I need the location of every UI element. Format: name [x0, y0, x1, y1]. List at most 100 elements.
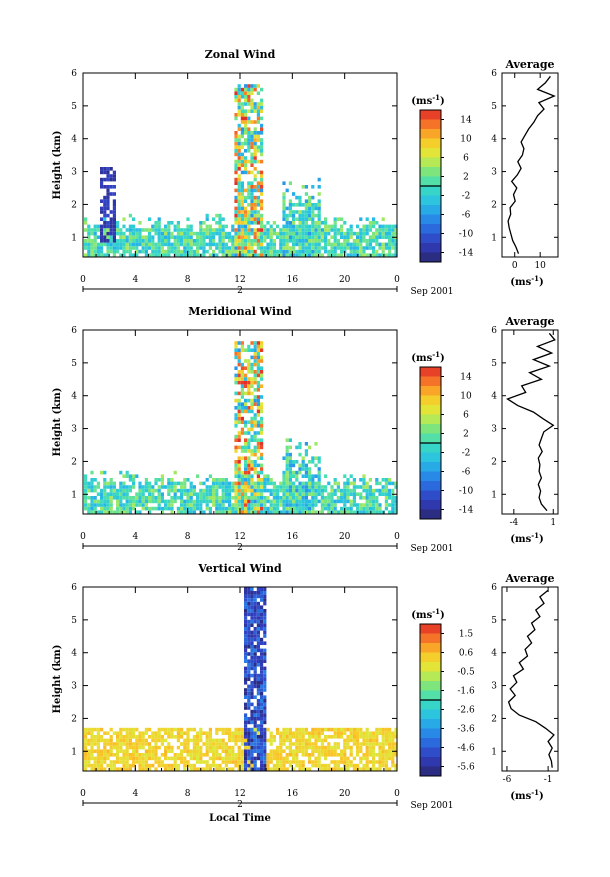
heatmap-cell — [362, 738, 366, 743]
heatmap-cell — [250, 246, 254, 250]
heatmap-cell — [244, 598, 248, 602]
heatmap-cell — [122, 742, 126, 746]
heatmap-cell — [295, 224, 299, 229]
heatmap-cell — [228, 485, 232, 489]
heatmap-cell — [151, 488, 155, 493]
heatmap-cell — [346, 485, 350, 489]
heatmap-cell — [199, 221, 203, 225]
heatmap-cell — [260, 341, 264, 345]
heatmap-cell — [282, 206, 286, 211]
heatmap-cell — [109, 210, 113, 214]
x-tick-label: 16 — [287, 532, 299, 542]
heatmap-cell — [282, 510, 286, 514]
y-tick-label: 6 — [71, 69, 77, 79]
heatmap-cell — [253, 185, 257, 189]
heatmap-cell — [103, 203, 107, 207]
heatmap-cell — [253, 452, 257, 457]
heatmap-cell — [263, 709, 267, 714]
heatmap-cell — [157, 235, 161, 239]
heatmap-cell — [154, 481, 158, 486]
heatmap-cell — [263, 619, 267, 624]
heatmap-cell — [122, 496, 126, 500]
heatmap-cell — [224, 756, 228, 761]
heatmap-cell — [237, 348, 241, 352]
heatmap-cell — [250, 503, 254, 507]
heatmap-cell — [391, 763, 395, 768]
heatmap-cell — [250, 341, 254, 345]
heatmap-cell — [295, 496, 299, 500]
heatmap-cell — [266, 760, 270, 764]
heatmap-cell — [189, 242, 193, 247]
heatmap-cell — [304, 506, 308, 511]
heatmap-cell — [205, 492, 209, 496]
heatmap-cell — [228, 745, 232, 750]
heatmap-cell — [256, 442, 260, 446]
heatmap-cell — [263, 235, 267, 239]
heatmap-cell — [314, 735, 318, 739]
heatmap-cell — [247, 663, 251, 667]
heatmap-cell — [237, 756, 241, 761]
heatmap-cell — [285, 510, 289, 514]
heatmap-cell — [100, 488, 104, 493]
heatmap-cell — [301, 763, 305, 768]
heatmap-cell — [260, 695, 264, 699]
heatmap-cell — [260, 699, 264, 703]
heatmap-cell — [352, 496, 356, 500]
heatmap-cell — [324, 474, 328, 478]
heatmap-cell — [279, 510, 283, 514]
heatmap-cell — [327, 492, 331, 496]
heatmap-cell — [208, 727, 212, 732]
heatmap-cell — [244, 438, 248, 442]
heatmap-cell — [285, 467, 289, 471]
heatmap-cell — [247, 503, 251, 507]
heatmap-cell — [196, 503, 200, 507]
heatmap-cell — [250, 594, 254, 599]
heatmap-cell — [250, 159, 254, 164]
heatmap-cell — [359, 492, 363, 496]
heatmap-cell — [295, 760, 299, 764]
heatmap-cell — [237, 506, 241, 511]
heatmap-cell — [298, 767, 302, 771]
heatmap-cell — [250, 648, 254, 653]
heatmap-cell — [135, 503, 139, 507]
heatmap-cell — [394, 745, 398, 750]
heatmap-cell — [244, 424, 248, 428]
heatmap-cell — [234, 242, 238, 247]
heatmap-cell — [317, 192, 321, 196]
heatmap-cell — [112, 177, 116, 182]
heatmap-cell — [240, 749, 244, 753]
heatmap-cell — [170, 478, 174, 482]
heatmap-cell — [372, 745, 376, 750]
heatmap-cell — [208, 246, 212, 250]
heatmap-cell — [298, 224, 302, 229]
heatmap-cell — [132, 478, 136, 482]
heatmap-cell — [378, 506, 382, 511]
heatmap-cell — [375, 760, 379, 764]
heatmap-cell — [221, 760, 225, 764]
heatmap-cell — [260, 217, 264, 221]
heatmap-cell — [186, 228, 190, 232]
heatmap-cell — [128, 213, 132, 218]
heatmap-cell — [135, 742, 139, 746]
heatmap-cell — [234, 355, 238, 360]
heatmap-cell — [240, 87, 244, 92]
colorbar-segment — [420, 205, 441, 215]
heatmap-cell — [359, 727, 363, 732]
heatmap-cell — [368, 499, 372, 504]
heatmap-cell — [304, 496, 308, 500]
heatmap-cell — [103, 478, 107, 482]
heatmap-cell — [154, 760, 158, 764]
heatmap-cell — [311, 753, 315, 757]
heatmap-cell — [343, 492, 347, 496]
heatmap-cell — [260, 199, 264, 203]
heatmap-cell — [221, 224, 225, 229]
heatmap-cell — [106, 177, 110, 182]
heatmap-cell — [148, 242, 152, 247]
heatmap-cell — [247, 445, 251, 450]
heatmap-cell — [250, 152, 254, 157]
heatmap-cell — [349, 224, 353, 229]
heatmap-cell — [308, 231, 312, 236]
heatmap-cell — [240, 152, 244, 157]
heatmap-cell — [298, 485, 302, 489]
